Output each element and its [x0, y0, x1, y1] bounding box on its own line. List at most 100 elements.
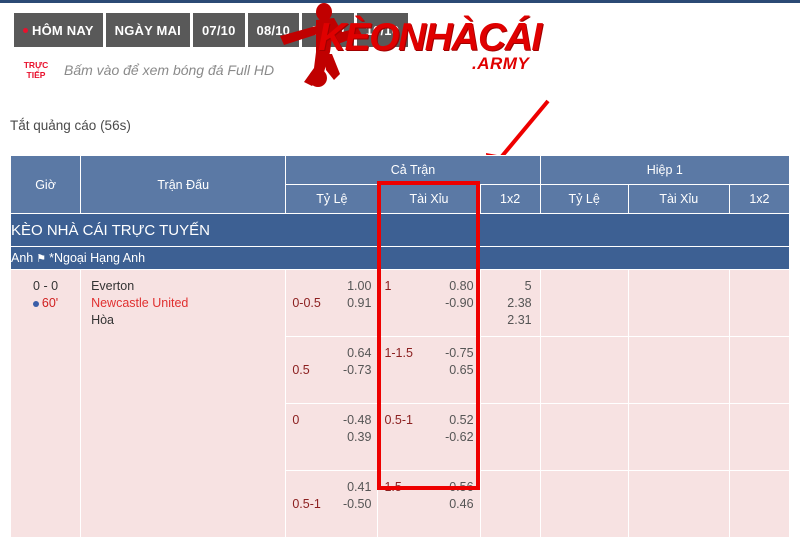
half-over-under-cell[interactable] — [627, 269, 730, 337]
header-full-1x2: 1x2 — [479, 184, 541, 214]
half-odds-cell[interactable] — [539, 336, 629, 404]
away-team-name[interactable]: Newcastle United — [91, 296, 189, 310]
header-full-odds: Tỷ Lệ — [285, 184, 379, 214]
draw-label: Hòa — [91, 313, 115, 327]
date-tab-bar: HÔM NAY NGÀY MAI 07/10 08/10 09/10 10/10 — [14, 13, 409, 47]
half-1x2-cell[interactable] — [728, 336, 791, 404]
header-half-odds: Tỷ Lệ — [539, 184, 629, 214]
ou-top-value: 0.52 — [449, 413, 474, 427]
full-1x2-cell[interactable] — [479, 403, 541, 471]
ou-line-value: 1-1.5 — [384, 346, 413, 360]
match-minute: 60' — [11, 295, 80, 312]
tab-date-0710[interactable]: 07/10 — [192, 13, 245, 47]
tab-label: 07/10 — [201, 22, 236, 38]
half-odds-cell[interactable] — [539, 269, 629, 337]
ou-line-value: 0.5-1 — [384, 413, 413, 427]
full-odds-cell[interactable]: 0.5 0.64 -0.73 — [285, 336, 379, 404]
match-score: 0 - 0 — [33, 279, 59, 293]
browser-top-border — [0, 0, 800, 3]
odds-top-value: 0.41 — [347, 480, 372, 494]
odds-top-value: 1.00 — [347, 279, 372, 293]
tab-today[interactable]: HÔM NAY — [14, 13, 103, 47]
ou-line-value: 1.5 — [384, 480, 402, 494]
full-1x2-cell[interactable]: 5 2.38 2.31 — [479, 269, 541, 337]
tab-label: NGÀY MAI — [114, 22, 181, 38]
table-header-row-1: Giờ Trận Đấu Cả Trận Hiệp 1 — [9, 155, 791, 214]
table-title-row: KÈO NHÀ CÁI TRỰC TUYẾN — [10, 213, 790, 247]
close-ad-link[interactable]: Tắt quảng cáo (56s) — [10, 118, 131, 133]
header-match: Trận Đấu — [80, 155, 287, 214]
handicap-value: 0.5 — [292, 363, 310, 377]
full-over-under-cell[interactable]: 1 0.80 -0.90 — [377, 269, 481, 337]
live-badge: TRỰC TIẾP — [16, 60, 56, 80]
tab-date-0910[interactable]: 09/10 — [302, 13, 354, 47]
full-odds-cell[interactable]: 0.5-1 0.41 -0.50 — [285, 470, 379, 538]
table-row[interactable]: 0 -0.48 0.39 0.5-1 0.52 -0.62 — [11, 403, 791, 471]
full-1x2-cell[interactable] — [479, 336, 541, 404]
logo-domain-suffix: .ARMY — [472, 54, 530, 73]
x2-value-1: 5 — [524, 279, 532, 293]
half-1x2-cell[interactable] — [728, 403, 791, 471]
full-over-under-cell[interactable]: 1.5 -0.56 0.46 — [377, 470, 481, 538]
handicap-value: 0-0.5 — [292, 296, 321, 310]
odds-bottom-value: -0.73 — [342, 363, 372, 377]
header-half-1x2: 1x2 — [728, 184, 791, 214]
live-stream-promo[interactable]: TRỰC TIẾP Bấm vào để xem bóng đá Full HD — [16, 60, 274, 80]
odds-bottom-value: 0.91 — [347, 296, 372, 310]
header-group-first-half: Hiệp 1 — [539, 155, 791, 185]
odds-table: Giờ Trận Đấu Cả Trận Hiệp 1 Tỷ Lệ Tài Xỉ… — [9, 155, 791, 538]
half-1x2-cell[interactable] — [728, 269, 791, 337]
full-over-under-cell[interactable]: 1-1.5 -0.75 0.65 — [377, 336, 481, 404]
live-badge-line1: TRỰC — [23, 60, 49, 70]
x2-value-3: 2.31 — [507, 313, 532, 327]
ou-bottom-value: -0.62 — [445, 430, 474, 444]
half-odds-cell[interactable] — [539, 470, 629, 538]
odds-top-value: 0.64 — [347, 346, 372, 360]
header-full-over-under: Tài Xỉu — [377, 184, 481, 214]
ou-bottom-value: 0.65 — [449, 363, 474, 377]
home-team-name[interactable]: Everton — [91, 279, 135, 293]
tab-tomorrow[interactable]: NGÀY MAI — [105, 13, 190, 47]
tab-label: 10/10 — [365, 22, 400, 38]
ou-top-value: 0.80 — [449, 279, 474, 293]
full-odds-cell[interactable]: 0-0.5 1.00 0.91 — [285, 269, 379, 337]
half-odds-cell[interactable] — [539, 403, 629, 471]
half-over-under-cell[interactable] — [627, 470, 730, 538]
tab-label: 09/10 — [311, 22, 345, 38]
table-row[interactable]: 0 - 0 60' Everton Newcastle United Hòa 0… — [9, 269, 791, 538]
odds-bottom-value: 0.39 — [347, 430, 372, 444]
full-odds-cell[interactable]: 0 -0.48 0.39 — [285, 403, 379, 471]
flag-icon: ⚑ — [36, 253, 47, 265]
half-1x2-cell[interactable] — [728, 470, 791, 538]
league-header: Anh ⚑ *Ngoại Hạng Anh — [10, 246, 790, 270]
x2-value-2: 2.38 — [507, 296, 532, 310]
tab-label: 08/10 — [256, 22, 291, 38]
handicap-value: 0 — [292, 413, 300, 427]
league-country: Anh — [11, 251, 34, 265]
half-over-under-cell[interactable] — [627, 336, 730, 404]
tab-label: HÔM NAY — [32, 22, 94, 38]
table-header-row-2: Tỷ Lệ Tài Xỉu 1x2 Tỷ Lệ Tài Xỉu 1x2 — [11, 184, 791, 214]
header-time: Giờ — [9, 155, 82, 214]
live-promo-text: Bấm vào để xem bóng đá Full HD — [64, 62, 275, 78]
odds-top-value: -0.48 — [342, 413, 372, 427]
league-header-row[interactable]: Anh ⚑ *Ngoại Hạng Anh — [10, 246, 790, 270]
match-time-cell: 0 - 0 60' — [9, 269, 82, 538]
half-over-under-cell[interactable] — [627, 403, 730, 471]
full-over-under-cell[interactable]: 0.5-1 0.52 -0.62 — [377, 403, 481, 471]
table-title: KÈO NHÀ CÁI TRỰC TUYẾN — [10, 213, 790, 247]
header-group-full-time: Cả Trận — [285, 155, 541, 185]
table-row[interactable]: 0.5 0.64 -0.73 1-1.5 -0.75 0.65 — [11, 336, 791, 404]
live-indicator-icon — [32, 300, 39, 307]
ou-bottom-value: 0.46 — [449, 497, 474, 511]
ou-bottom-value: -0.90 — [445, 296, 474, 310]
header-half-over-under: Tài Xỉu — [627, 184, 730, 214]
live-dot-icon — [23, 27, 28, 33]
live-badge-line2: TIẾP — [26, 70, 46, 80]
league-name: *Ngoại Hạng Anh — [49, 251, 146, 265]
handicap-value: 0.5-1 — [292, 497, 321, 511]
ou-line-value: 1 — [384, 279, 392, 293]
tab-date-0810[interactable]: 08/10 — [247, 13, 300, 47]
tab-date-1010[interactable]: 10/10 — [356, 13, 409, 47]
full-1x2-cell[interactable] — [479, 470, 541, 538]
